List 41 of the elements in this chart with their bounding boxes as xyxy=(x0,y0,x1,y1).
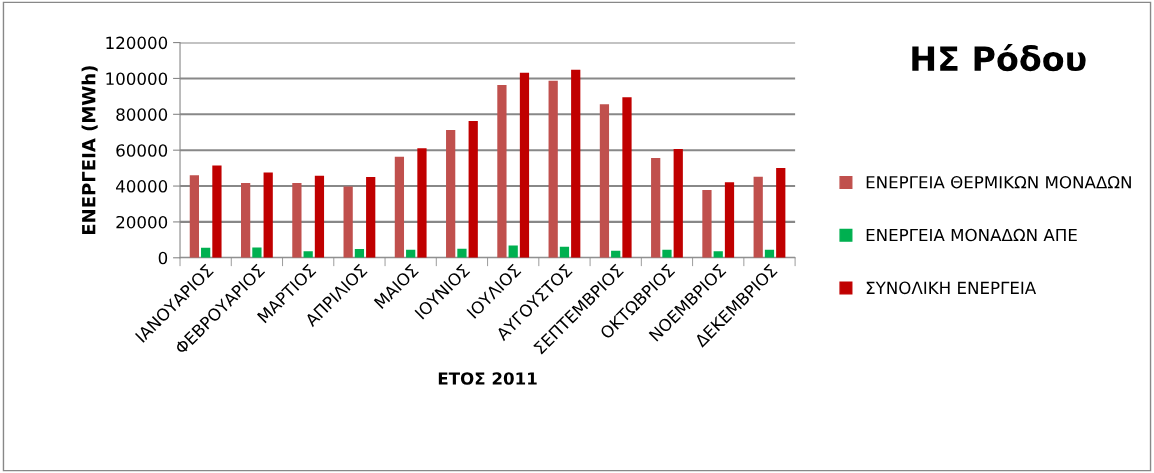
legend-label: ΕΝΕΡΓΕΙΑ ΘΕΡΜΙΚΩΝ ΜΟΝΑΔΩΝ xyxy=(866,175,1131,189)
y-tick-label: 100000 xyxy=(106,72,168,86)
bar xyxy=(468,120,478,258)
bar xyxy=(189,175,199,258)
bar xyxy=(497,85,507,258)
bar xyxy=(673,149,683,258)
bar xyxy=(292,183,302,258)
bar xyxy=(252,247,262,258)
bar xyxy=(519,72,530,258)
bar xyxy=(571,69,581,258)
y-tick-label: 0 xyxy=(158,251,168,265)
bar xyxy=(753,176,763,258)
bar xyxy=(366,177,376,258)
bar xyxy=(263,172,273,258)
bar xyxy=(212,165,222,258)
bar xyxy=(343,186,353,258)
bar xyxy=(417,148,427,258)
y-tick-label: 80000 xyxy=(116,108,168,121)
bar xyxy=(241,183,251,258)
text: ΗΣ Ρόδου xyxy=(912,44,1086,72)
y-tick-label: 120000 xyxy=(106,36,168,50)
bar xyxy=(599,104,610,258)
bar xyxy=(724,182,735,258)
bar xyxy=(446,130,456,258)
bar xyxy=(651,157,661,258)
y-tick-label: 20000 xyxy=(116,215,168,229)
y-tick-label: 40000 xyxy=(116,180,168,193)
y-axis-title: ΕΝΕΡΓΕΙΑ (MWh) xyxy=(81,66,98,235)
bar xyxy=(457,248,467,258)
bar xyxy=(314,175,325,258)
legend-label: ΣΥΝΟΛΙΚΗ ΕΝΕΡΓΕΙΑ xyxy=(866,281,1037,295)
bar xyxy=(394,156,405,258)
bar xyxy=(508,245,518,258)
bar xyxy=(662,249,672,258)
bar xyxy=(702,189,712,258)
bar xyxy=(548,80,558,258)
y-tick-label: 60000 xyxy=(116,144,168,157)
bar xyxy=(776,167,786,258)
x-axis-title: ΕΤΟΣ 2011 xyxy=(438,372,537,385)
legend-label: ΕΝΕΡΓΕΙΑ ΜΟΝΑΔΩΝ ΑΠΕ xyxy=(866,228,1077,242)
bar xyxy=(622,97,632,258)
